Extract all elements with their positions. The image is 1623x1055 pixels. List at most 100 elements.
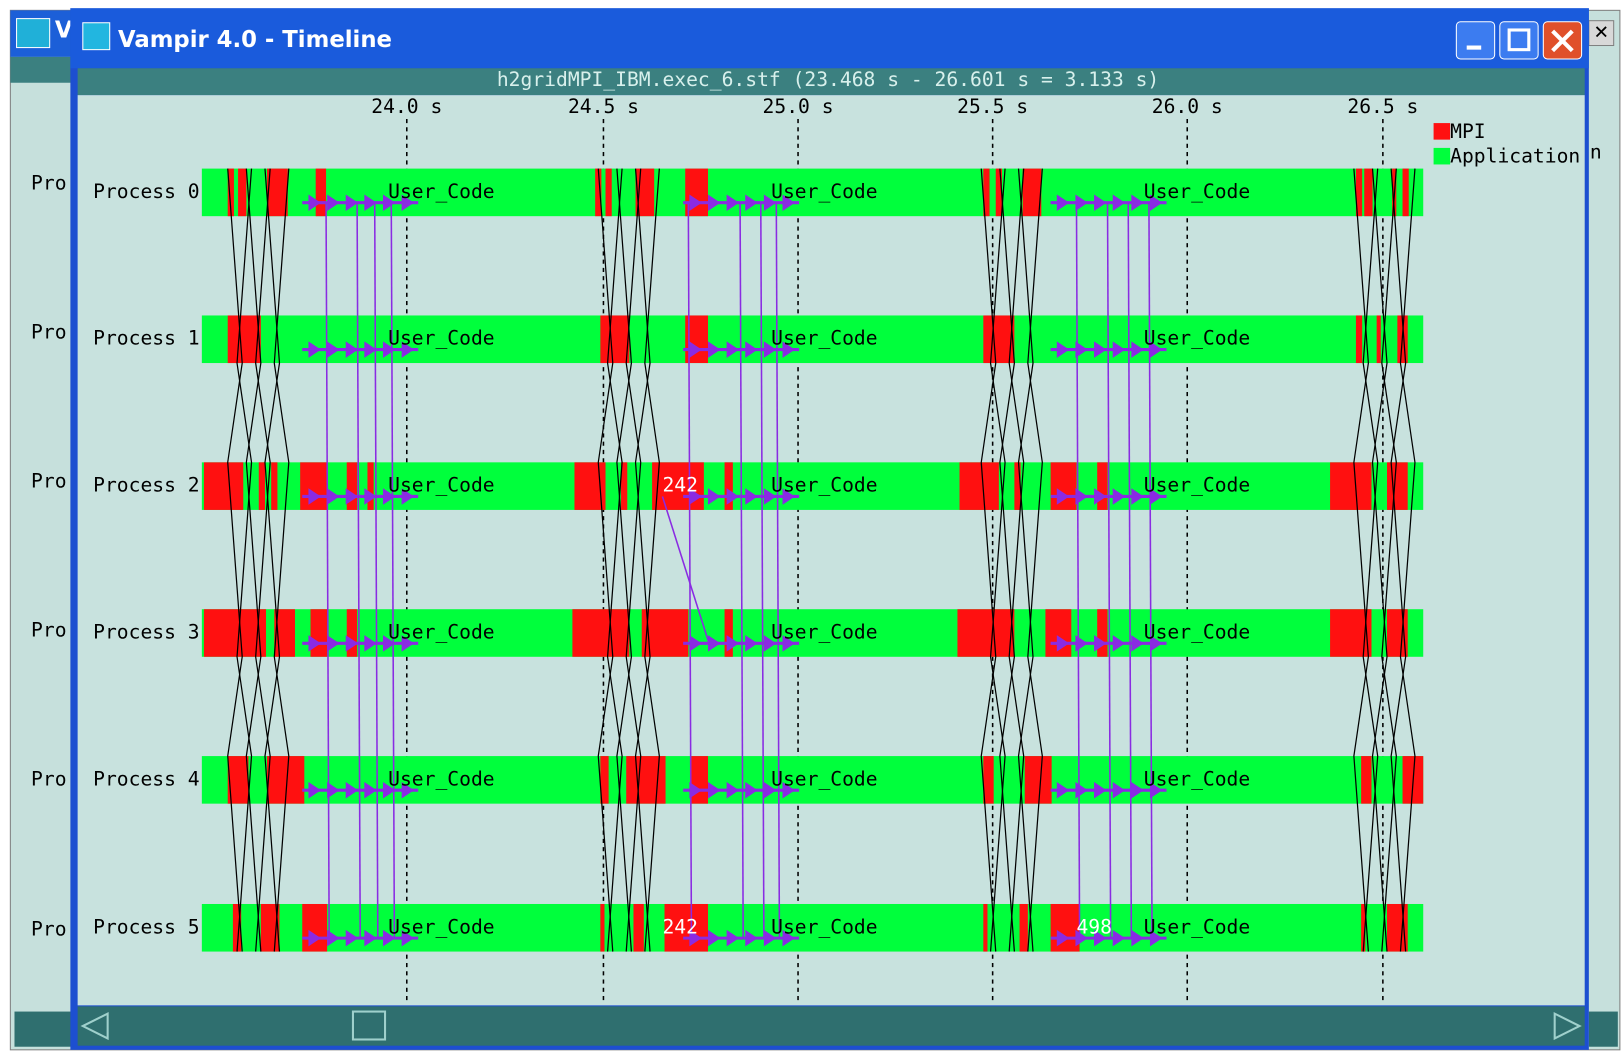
- arrow-head: [1094, 341, 1107, 358]
- process-label: Process 1: [93, 327, 199, 350]
- function-label: User_Code: [1144, 767, 1250, 790]
- arrow-head: [401, 194, 415, 211]
- function-label: User_Code: [388, 327, 494, 350]
- background-header: [10, 56, 73, 83]
- arrow-head: [726, 929, 740, 947]
- arrow-head: [763, 341, 777, 358]
- arrow-head: [726, 488, 740, 505]
- maximize-button[interactable]: [1499, 21, 1539, 60]
- arrow-head: [382, 929, 396, 947]
- arrow-head: [308, 781, 321, 799]
- function-label: User_Code: [1144, 474, 1250, 497]
- arrow-head: [1075, 635, 1088, 652]
- function-label: User_Code: [1144, 327, 1250, 350]
- time-tick-label: 26.0 s: [1152, 95, 1223, 118]
- time-tick-label: 25.0 s: [763, 95, 834, 118]
- arrow-head: [1149, 488, 1163, 505]
- background-row-label: Pro: [31, 469, 66, 492]
- file-header: [77, 68, 1585, 96]
- mpi-segment: [1355, 168, 1363, 217]
- arrow-head: [1075, 194, 1088, 211]
- arrow-head: [726, 781, 740, 799]
- mpi-segment: [258, 462, 265, 510]
- arrow-head: [327, 635, 340, 652]
- arrow-head: [1112, 488, 1126, 505]
- arrow-head: [1094, 781, 1107, 799]
- collective-line: [760, 202, 765, 938]
- mpi-segment: [203, 462, 244, 510]
- arrow-head: [1075, 341, 1088, 358]
- arrow-head: [1056, 781, 1070, 799]
- message-line: [1399, 168, 1416, 952]
- arrow-head: [1112, 781, 1126, 799]
- arrow-head: [745, 488, 758, 505]
- scroll-left[interactable]: [80, 1011, 109, 1041]
- mpi-segment: [724, 462, 733, 510]
- arrow-head: [782, 635, 795, 652]
- background-title: V: [55, 18, 73, 44]
- mpi-segment: [983, 756, 994, 804]
- scroll-right[interactable]: [1553, 1011, 1582, 1041]
- arrow-head: [364, 194, 377, 211]
- arrow-head: [707, 781, 721, 799]
- message-count: 242: [662, 915, 697, 938]
- arrow-head: [345, 488, 359, 505]
- minimize-button[interactable]: [1455, 21, 1496, 60]
- background-row-label: Pro: [31, 767, 66, 790]
- arrow-head: [1094, 194, 1107, 211]
- arrow-head: [707, 929, 721, 947]
- arrow-head: [707, 341, 721, 358]
- collective-line: [1106, 202, 1112, 938]
- arrow-head: [745, 194, 758, 211]
- arrow-head: [401, 929, 415, 947]
- arrow-head: [1094, 488, 1107, 505]
- background-scrollbar-right: [1588, 1011, 1618, 1047]
- scroll-thumb[interactable]: [351, 1010, 387, 1041]
- arrow-head: [1131, 194, 1144, 211]
- arrow-head: [689, 929, 702, 947]
- mpi-segment: [652, 462, 704, 510]
- arrow-head: [1075, 929, 1088, 947]
- mpi-segment: [633, 903, 644, 952]
- window-title: Vampir 4.0 - Timeline: [118, 27, 392, 53]
- collective-line: [739, 202, 744, 938]
- process-label: Process 4: [93, 767, 199, 790]
- time-tick-label: 26.5 s: [1347, 95, 1418, 118]
- collective-line: [687, 202, 693, 938]
- legend-label: MPI: [1450, 120, 1485, 143]
- collective-line: [1148, 202, 1153, 938]
- mpi-segment: [605, 168, 612, 217]
- arrow-head: [382, 341, 396, 358]
- window-icon: [82, 22, 111, 51]
- arrow-head: [1056, 194, 1070, 211]
- mpi-segment: [600, 903, 605, 952]
- arrow-head: [745, 341, 758, 358]
- arrow-head: [726, 194, 740, 211]
- mpi-segment: [1355, 315, 1363, 364]
- arrow-head: [763, 929, 777, 947]
- function-label: User_Code: [388, 474, 494, 497]
- scrollbar[interactable]: [77, 1006, 1585, 1046]
- arrow-head: [726, 635, 740, 652]
- arrow-head: [327, 929, 340, 947]
- mpi-segment: [626, 756, 666, 804]
- arrow-head: [763, 488, 777, 505]
- mpi-segment: [1022, 168, 1042, 217]
- mpi-segment: [572, 609, 630, 657]
- background-row-label: Pro: [31, 172, 66, 195]
- function-label: User_Code: [771, 767, 877, 790]
- arrow-head: [308, 635, 321, 652]
- arrow-head: [782, 194, 795, 211]
- mpi-segment: [1050, 462, 1077, 510]
- function-label: User_Code: [771, 474, 877, 497]
- message-line: [1027, 168, 1043, 952]
- arrow-head: [364, 488, 377, 505]
- legend-swatch: [1433, 147, 1451, 165]
- arrow-head: [782, 929, 795, 947]
- arrow-head: [1094, 929, 1107, 947]
- background-edge-text: n: [1590, 141, 1602, 164]
- arrow-head: [308, 488, 321, 505]
- arrow-head: [1149, 781, 1163, 799]
- timeline: 24.0 s 24.5 s 25.0 s 25.5 s 26.0 s 26.5 s Proc…: [93, 95, 1580, 1004]
- function-label: User_Code: [1144, 915, 1250, 938]
